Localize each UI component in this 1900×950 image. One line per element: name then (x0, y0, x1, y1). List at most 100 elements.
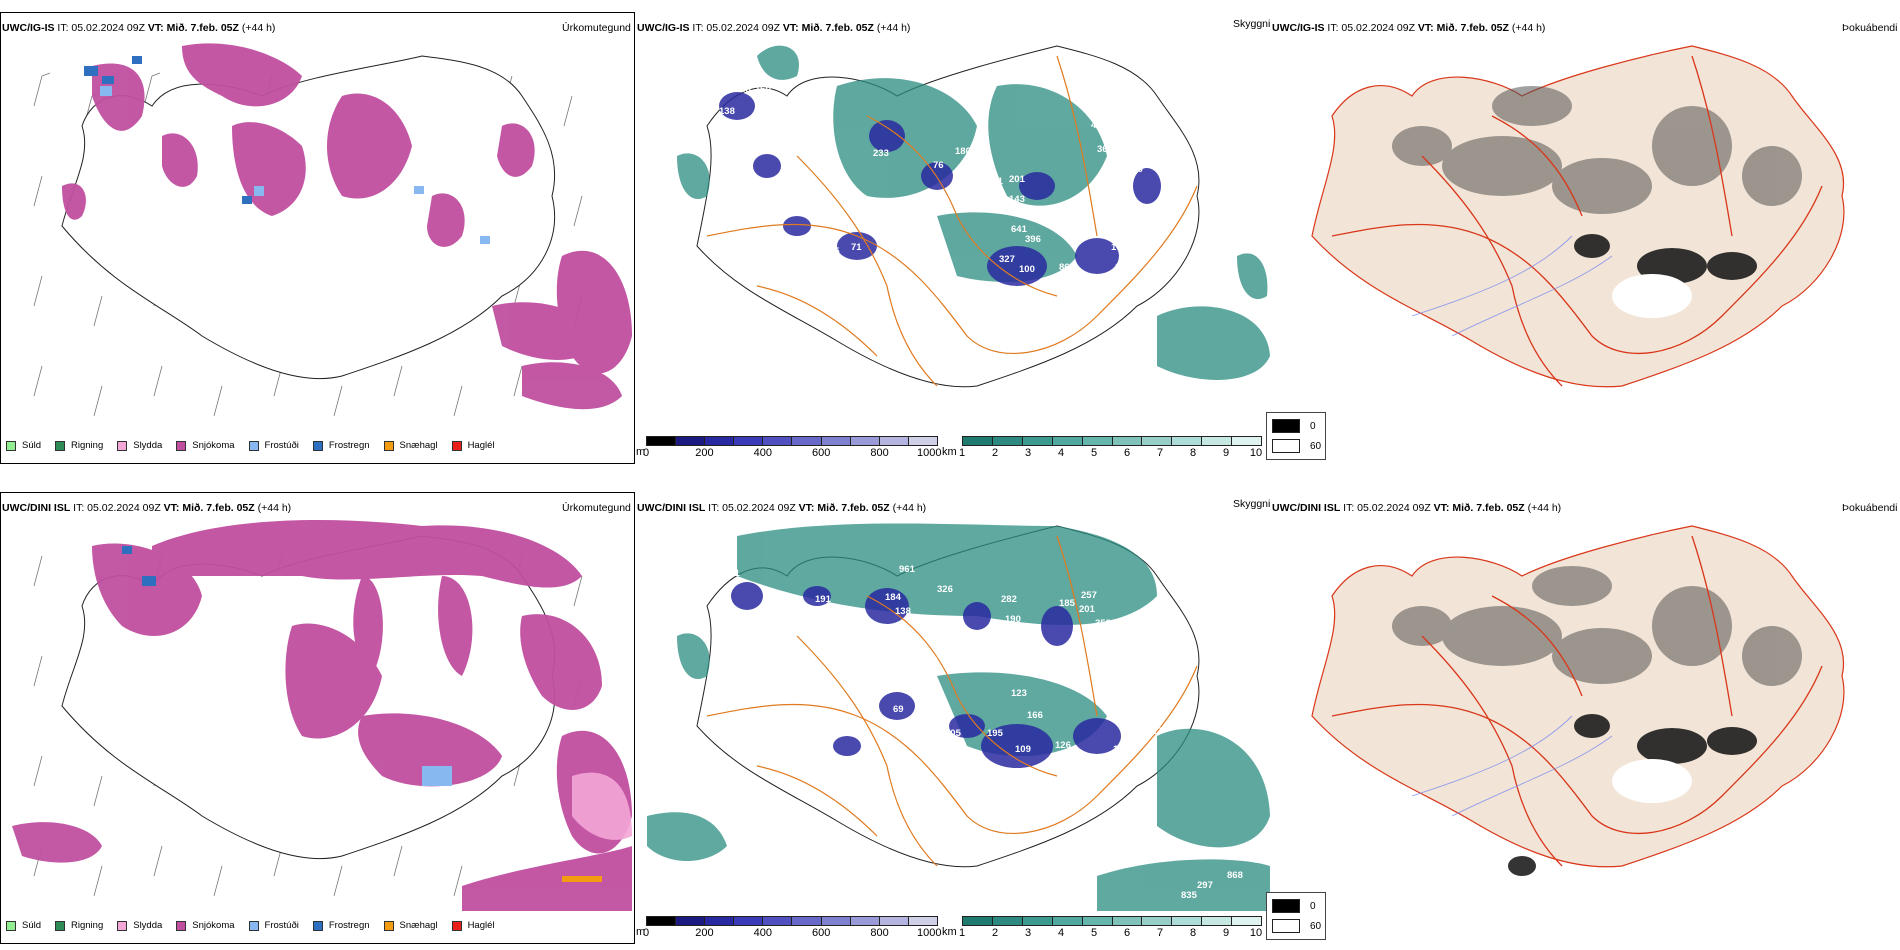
vis-label: 81 (727, 232, 738, 243)
vis-label: 195 (987, 728, 1004, 739)
colorbar-segment (963, 437, 993, 445)
header-bot-right: UWC/DINI ISL IT: 05.02.2024 09Z VT: Mið.… (1272, 502, 1562, 514)
vis-label: 85 (861, 744, 872, 755)
vis-label: 83 (715, 594, 726, 605)
colorbar-visibility-m-bottom: 0 200 400 600 800 1000 (643, 916, 941, 941)
colorbar-segment (879, 437, 909, 445)
vis-label: 961 (899, 564, 916, 575)
map-fog-index-bottom (1311, 525, 1845, 876)
vis-label: 97 (957, 76, 968, 87)
legend-item-rigning: Rigning (55, 920, 103, 931)
variable-label-top-mid: Skyggni (1233, 18, 1271, 30)
legend-item-frostudi: Frostúði (248, 920, 299, 931)
vis-label: 362 (1097, 144, 1113, 155)
legend-item-haglel: Haglél (451, 920, 495, 931)
vis-label: 109 (1015, 744, 1031, 755)
colorbar-segment (792, 437, 822, 445)
vis-label: 106 (1111, 242, 1127, 253)
vis-label: 962 (749, 122, 765, 133)
panel-precip-type-top (0, 12, 635, 464)
colorbar-segment (676, 917, 706, 925)
legend-item-haglel: Haglél (451, 440, 495, 451)
colorbar-segment (705, 917, 735, 925)
vis-label: 162 (755, 200, 771, 211)
vis-label: 139 (1165, 678, 1181, 689)
vis-label: 148 (735, 84, 751, 95)
vis-label: 138 (895, 606, 911, 617)
fog-index-legend-bottom: 0 60 (1266, 892, 1326, 940)
vis-label: 358 (1095, 618, 1111, 629)
colorbar-segment (1082, 917, 1113, 925)
colorbar-segment (963, 917, 993, 925)
visibility-labels: 961 111 83 191 861 123 378 184 138 326 2… (715, 564, 1243, 901)
vis-km-unit: km (942, 446, 957, 458)
vis-label: 123 (1011, 688, 1027, 699)
legend-item-frostregn: Frostregn (312, 440, 370, 451)
colorbar-segment (1202, 917, 1233, 925)
colorbar-segment (821, 917, 851, 925)
colorbar-segment (792, 917, 822, 925)
header-bot-left: UWC/DINI ISL IT: 05.02.2024 09Z VT: Mið.… (2, 502, 292, 514)
vis-label: 105 (1147, 698, 1164, 709)
map-visibility-bottom: 961 111 83 191 861 123 378 184 138 326 2… (647, 523, 1270, 911)
vis-label: 326 (937, 584, 953, 595)
map-precip-type-top (33, 43, 632, 417)
vis-label: 180 (955, 146, 971, 157)
vis-label: 105 (885, 236, 902, 247)
legend-item-snaehagl: Snæhagl (383, 440, 438, 451)
vis-label: 129 (911, 244, 927, 255)
vis-label: 861 (795, 620, 812, 631)
vis-label: 111 (725, 568, 741, 579)
legend-item-snjokoma: Snjókoma (176, 920, 235, 931)
colorbar-segment (705, 437, 735, 445)
legend-item-frostudi: Frostúði (248, 440, 299, 451)
colorbar-segment (647, 437, 677, 445)
vis-label: 143 (1009, 194, 1025, 205)
vis-label: 71 (851, 242, 862, 253)
colorbar-segment (1172, 917, 1203, 925)
colorbar-segment (1112, 437, 1143, 445)
colorbar-segment (647, 917, 677, 925)
legend-item-slydda: Slydda (117, 920, 162, 931)
fog-index-legend-top: 0 60 (1266, 412, 1326, 460)
colorbar-segment (1082, 437, 1113, 445)
vis-label: 184 (885, 592, 902, 603)
colorbar-visibility-m-top: 0 200 400 600 800 1000 (643, 436, 941, 461)
colorbar-segment (763, 917, 793, 925)
vis-label: 102 (1113, 744, 1129, 755)
vis-label: 158 (1089, 634, 1105, 645)
legend-item-sudl: Súld (6, 920, 41, 931)
vis-m-unit: m (636, 446, 646, 458)
vis-label: 282 (1001, 594, 1017, 605)
colorbar-segment (1232, 437, 1262, 445)
vis-label: 257 (1177, 168, 1193, 179)
colorbar-segment (734, 437, 764, 445)
colorbar-segment (1022, 437, 1053, 445)
colorbar-segment (850, 917, 880, 925)
map-precip-type-bottom (12, 520, 632, 911)
variable-label-top-left: Úrkomutegund (562, 22, 631, 34)
colorbar-segment (676, 437, 706, 445)
header-top-mid: UWC/IG-IS IT: 05.02.2024 09Z VT: Mið. 7.… (637, 22, 911, 34)
colorbar-segment (992, 437, 1023, 445)
vis-label: 686 (769, 188, 785, 199)
vis-label: 378 (775, 654, 791, 665)
map-fog-index-top (1311, 45, 1845, 388)
colorbar-segment (1202, 437, 1233, 445)
vis-label: 160 (755, 84, 771, 95)
vis-label: 132 (967, 188, 983, 199)
colorbar-segment (1052, 917, 1083, 925)
variable-label-bot-left: Úrkomutegund (562, 502, 631, 514)
vis-label: 112 (1131, 632, 1146, 643)
vis-label: 76 (933, 160, 944, 171)
precip-type-legend-top: Súld Rigning Slydda Snjókoma Frostúði Fr… (6, 440, 509, 451)
colorbar-segment (763, 437, 793, 445)
colorbar-segment (1142, 437, 1173, 445)
vis-label: 69 (1171, 200, 1182, 211)
colorbar-visibility-km-bottom: 1 2 3 4 5 6 7 8 9 10 (959, 916, 1262, 941)
vis-label: 103 (1115, 262, 1131, 273)
vis-label: 201 (1079, 604, 1096, 615)
vis-label: 105 (945, 728, 962, 739)
legend-item-frostregn: Frostregn (312, 920, 370, 931)
vis-label: 396 (1025, 234, 1041, 245)
